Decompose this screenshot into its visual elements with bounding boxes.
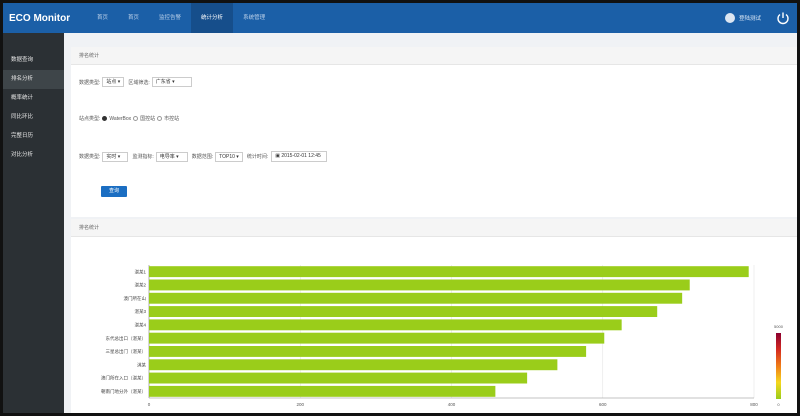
chart-panel: 排名统计 0 200 400 600 800 湛某1 湛某2 澳门所在山湛某3 湛某4 东代总出口… [71, 219, 797, 413]
station-option-waterbox: WaterBox [109, 115, 132, 122]
power-icon[interactable] [775, 10, 791, 26]
station-radio-waterbox[interactable] [102, 116, 108, 121]
category-label-2: 澳门所在山 [124, 295, 147, 302]
bar-1 [149, 279, 690, 291]
filter-row-2: 站点类型: WaterBox 国控站 市控站 [79, 115, 180, 123]
user-name: 登陆测试 [738, 16, 761, 22]
chart-panel-title: 排名统计 [71, 219, 797, 237]
nav-item-home-2[interactable]: 首页 [128, 15, 140, 21]
bar-5 [149, 332, 605, 344]
nav-item-statistics[interactable]: 统计分析 [191, 3, 234, 33]
filter-row-3: 数据类型: 实时 ▾ 监测指标: 电导率 ▾ 数据范围: TOP10 ▾ 统计时… [79, 151, 328, 162]
station-option-national: 国控站 [140, 116, 156, 122]
category-label-7: 淇某 [137, 361, 146, 368]
bar-6 [149, 345, 587, 357]
sidebar-item-yoy[interactable]: 同比环比 [11, 114, 34, 120]
filter-row-1: 数据类型: 站点 ▾ 区域筛选: 广东省 ▾ [79, 77, 196, 87]
time-label: 统计时间: [246, 154, 269, 160]
x-tick-label-1: 200 [296, 402, 304, 407]
station-radio-national[interactable] [133, 116, 139, 121]
indicator-select[interactable]: 电导率 ▾ [155, 151, 188, 162]
period-select[interactable]: 实时 ▾ [102, 151, 129, 162]
visual-map-min-label: 0 [777, 402, 780, 407]
top-bar: ECO Monitor 首页 首页 监控告警 统计分析 系统管理 登陆测试 [3, 3, 797, 33]
time-input[interactable]: ▣ 2015-02-01 12:45 [271, 151, 328, 162]
region-select[interactable]: 广东省 ▾ [151, 77, 192, 87]
bar-8 [149, 372, 528, 384]
nav-item-system[interactable]: 系统管理 [243, 15, 266, 21]
station-radio-city[interactable] [157, 116, 163, 121]
x-tick-label-3: 600 [599, 402, 607, 407]
bar-4 [149, 319, 622, 331]
category-label-4: 湛某4 [134, 321, 146, 328]
user-menu[interactable]: 登陆测试 [724, 3, 761, 33]
bar-2 [149, 292, 683, 304]
category-label-8: 澳门所在入口（湛某） [101, 375, 146, 382]
top-nav: 首页 首页 监控告警 统计分析 系统管理 [87, 3, 275, 33]
category-label-9: 朝南门地分外（湛某） [101, 388, 146, 395]
station-type-label: 站点类型: [79, 116, 101, 122]
range-select[interactable]: TOP10 ▾ [215, 151, 243, 162]
bar-3 [149, 306, 658, 318]
data-type-label: 数据类型: [79, 79, 101, 86]
sidebar-item-data-query[interactable]: 数据查询 [11, 57, 34, 63]
app-logo: ECO Monitor [9, 12, 71, 24]
indicator-label: 监测指标: [132, 154, 154, 160]
filter-panel-title: 排名统计 [71, 47, 797, 65]
x-tick-label-0: 0 [148, 402, 151, 407]
period-label: 数据类型: [79, 154, 101, 160]
bar-7 [149, 359, 558, 371]
x-tick-label-4: 800 [750, 402, 758, 407]
visual-map-bar [776, 333, 781, 399]
category-label-6: 三星总出门（湛某） [106, 348, 147, 355]
station-option-city: 市控站 [164, 116, 180, 122]
visual-map-max-label: 5000 [774, 324, 784, 329]
category-label-5: 东代总出口（湛某） [106, 335, 147, 342]
category-label-0: 湛某1 [134, 268, 146, 275]
sidebar-item-ranking[interactable]: 排名分析 [3, 70, 64, 89]
bar-9 [149, 385, 496, 397]
sidebar-item-probability[interactable]: 概率统计 [11, 95, 34, 101]
sidebar: 数据查询 排名分析 概率统计 同比环比 完整日历 对比分析 [3, 33, 64, 413]
sidebar-item-compare[interactable]: 对比分析 [11, 152, 34, 158]
app-frame: ECO Monitor 首页 首页 监控告警 统计分析 系统管理 登陆测试 数据… [3, 3, 797, 413]
sidebar-item-calendar[interactable]: 完整日历 [11, 133, 34, 139]
range-label: 数据范围: [191, 154, 214, 160]
category-label-1: 湛某2 [134, 282, 146, 289]
nav-item-monitor-alert[interactable]: 监控告警 [159, 15, 182, 21]
avatar [724, 13, 735, 23]
nav-item-home[interactable]: 首页 [97, 15, 109, 21]
region-label: 区域筛选: [128, 79, 150, 86]
category-label-3: 湛某3 [134, 308, 146, 315]
bar-0 [149, 266, 749, 278]
data-type-select[interactable]: 站点 ▾ [102, 77, 125, 87]
filter-panel: 排名统计 数据类型: 站点 ▾ 区域筛选: 广东省 ▾ 站点类型: WaterB… [71, 47, 797, 217]
x-tick-label-2: 400 [448, 402, 456, 407]
query-button[interactable]: 查询 [101, 186, 127, 197]
